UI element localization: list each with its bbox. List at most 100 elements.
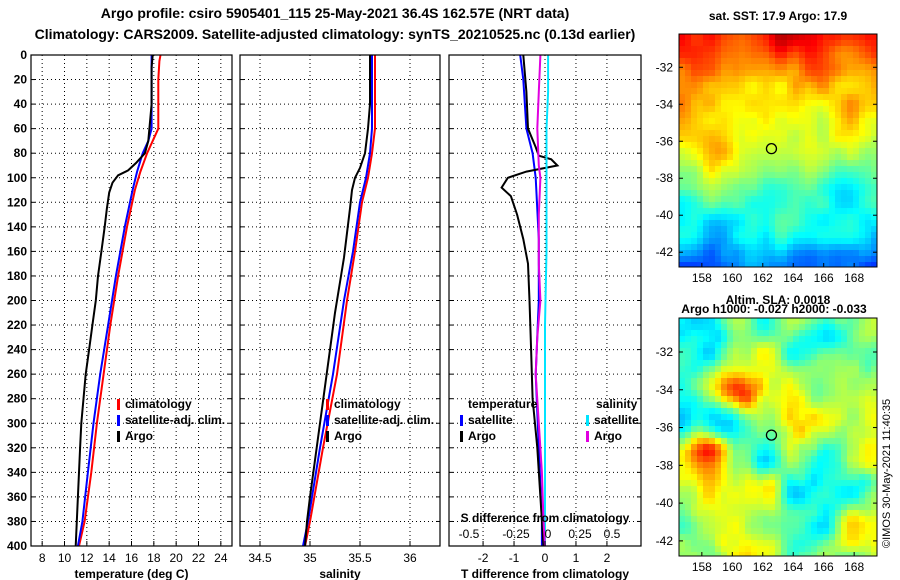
sla-map-cell [805,420,812,427]
sla-map-cell [709,444,716,451]
sla-map-cell [805,396,812,403]
sla-map-cell [859,540,866,547]
sst-map-cell [787,208,794,215]
sst-map-cell [709,58,716,65]
sla-map-cell [835,372,842,379]
sst-map-cell [823,250,830,257]
sla-map-cell [847,384,854,391]
sst-map-cell [847,214,854,221]
sst-map-cell [721,220,728,227]
sla-map-cell [769,336,776,343]
sla-map-cell [715,426,722,433]
sst-map-cell [751,52,758,59]
sla-map-cell [871,510,877,517]
sst-map-cell [835,184,842,191]
sla-map-cell [763,324,770,331]
sst-map-cell [811,160,818,167]
sla-map-cell [847,552,854,556]
sla-map-cell [847,336,854,343]
sst-map-cell [799,250,806,257]
sla-map-cell [745,408,752,415]
sla-map-cell [793,372,800,379]
sst-map-cell [871,94,877,101]
sla-map-cell [697,318,704,325]
sla-map-cell [823,432,830,439]
sla-map-cell [691,330,698,337]
sla-map-cell [853,414,860,421]
sla-map-cell [847,396,854,403]
sst-map-cell [781,256,788,263]
sla-map-cell [685,372,692,379]
sla-map-cell [787,360,794,367]
sla-map-cell [745,384,752,391]
sst-map-cell [751,202,758,209]
sst-map-cell [871,220,877,227]
sla-map-cell [775,318,782,325]
sla-map-cell [811,342,818,349]
sst-map-cell [823,214,830,221]
sla-map-cell [871,402,877,409]
sst-map-cell [715,40,722,47]
sst-map-cell [829,118,836,125]
sst-map-cell [829,232,836,239]
sst-map-cell [691,196,698,203]
sla-map-cell [679,438,686,445]
sst-map-cell [703,244,710,251]
sst-map-cell [685,196,692,203]
sst-map-cell [859,214,866,221]
sst-map-cell [769,88,776,95]
sla-map-cell [715,396,722,403]
sla-map-cell [733,546,740,553]
sla-map-cell [685,420,692,427]
sst-map-cell [739,208,746,215]
sla-map-cell [769,384,776,391]
sst-map-cell [859,166,866,173]
sla-map-cell [829,492,836,499]
sla-map-cell [697,474,704,481]
diff-top-tick-label: -0.25 [502,527,530,541]
sla-map-cell [751,318,758,325]
sst-map-cell [757,238,764,245]
sla-map-cell [727,426,734,433]
sst-map-cell [865,40,872,47]
sst-map-cell [829,136,836,143]
sla-map-cell [751,384,758,391]
sst-map-cell [871,130,877,137]
sst-map-cell [685,172,692,179]
sla-map-cell [715,324,722,331]
sst-map-cell [727,214,734,221]
sst-map-cell [841,106,848,113]
sla-map-cell [769,498,776,505]
sla-map-cell [811,336,818,343]
sst-map-cell [745,34,752,41]
sla-map-cell [799,468,806,475]
sla-map-cell [739,486,746,493]
sla-map-cell [847,486,854,493]
sla-map-cell [763,510,770,517]
sla-map-cell [721,540,728,547]
sst-map-cell [793,148,800,155]
sla-map-cell [751,324,758,331]
sst-map-cell [781,214,788,221]
sst-map-cell [811,46,818,53]
sst-map-cell [793,202,800,209]
sst-map-cell [745,196,752,203]
sla-map-cell [817,390,824,397]
sla-map-cell [739,354,746,361]
sst-map-cell [853,220,860,227]
sst-map-cell [865,184,872,191]
sla-map-cell [745,396,752,403]
sst-map-cell [769,52,776,59]
sla-map-cell [709,528,716,535]
sst-map-cell [805,208,812,215]
sst-map-cell [853,88,860,95]
sla-map-cell [859,390,866,397]
sst-map-cell [811,208,818,215]
sla-map-cell [859,552,866,556]
salinity-xtick-label: 34.5 [248,551,272,565]
temperature-xtick-label: 12 [80,551,94,565]
sla-map-cell [811,324,818,331]
sst-map-cell [799,82,806,89]
sla-map-cell [709,366,716,373]
sst-map-cell [733,106,740,113]
